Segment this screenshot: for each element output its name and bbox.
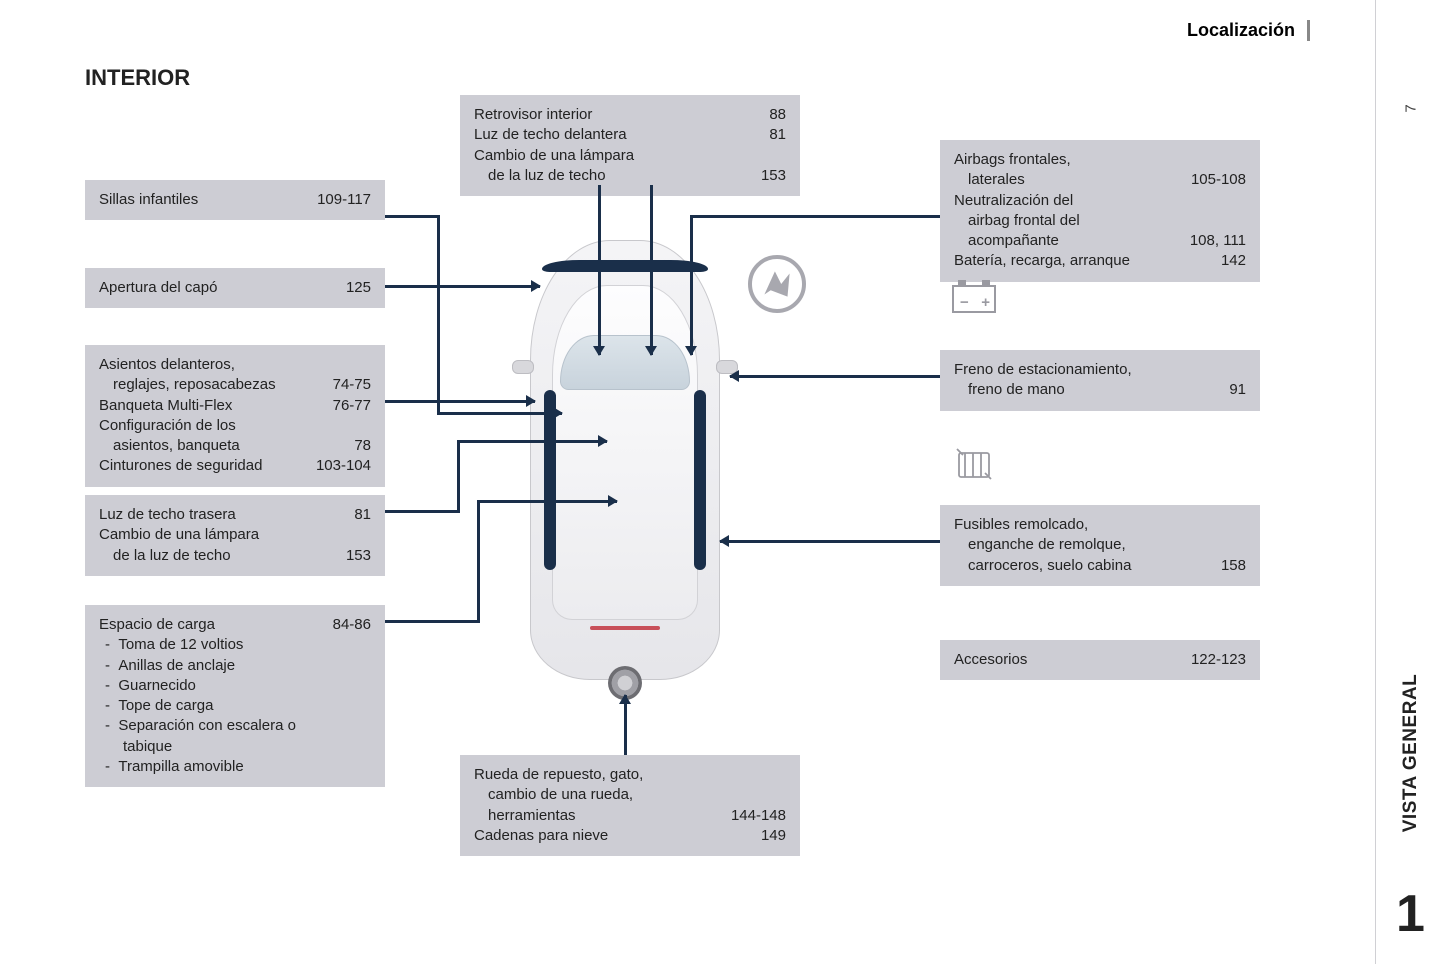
- callout-fuses: Fusibles remolcado, enganche de remolque…: [940, 505, 1260, 586]
- connector-line: [730, 375, 940, 378]
- callout-front-seats: Asientos delanteros, reglajes, reposacab…: [85, 345, 385, 487]
- callout-child-seats: Sillas infantiles 109-117: [85, 180, 385, 220]
- label: reglajes, reposacabezas: [99, 375, 313, 395]
- connector-line: [385, 510, 460, 513]
- label: Anillas de anclaje: [118, 657, 235, 674]
- label: cambio de una rueda,: [474, 785, 786, 805]
- section-header: Localización: [1187, 20, 1310, 41]
- page-ref: 103-104: [316, 456, 371, 476]
- page-ref: 78: [354, 436, 371, 456]
- connector-line: [624, 695, 627, 755]
- page-ref: 74-75: [333, 375, 371, 395]
- label: laterales: [954, 170, 1171, 190]
- page-ref: 109-117: [317, 190, 371, 210]
- label: Separación con escalera o: [118, 717, 296, 734]
- label: Cambio de una lámpara: [474, 146, 786, 166]
- chapter-tab: 7 VISTA GENERAL 1: [1375, 0, 1445, 964]
- label: freno de mano: [954, 380, 1209, 400]
- label: Configuración de los: [99, 416, 371, 436]
- label: Rueda de repuesto, gato,: [474, 765, 786, 785]
- page-ref: 149: [761, 826, 786, 846]
- callout-hood: Apertura del capó 125: [85, 268, 385, 308]
- label: Batería, recarga, arranque: [954, 251, 1201, 271]
- connector-line: [477, 500, 617, 503]
- label: Tope de carga: [118, 697, 213, 714]
- label: Apertura del capó: [99, 278, 326, 298]
- page-ref: 122-123: [1191, 650, 1246, 670]
- label: carroceros, suelo cabina: [954, 556, 1201, 576]
- page-ref: 105-108: [1191, 170, 1246, 190]
- label: Airbags frontales,: [954, 150, 1246, 170]
- connector-line: [690, 215, 940, 218]
- label: Cambio de una lámpara: [99, 525, 371, 545]
- page-number: 7: [1402, 104, 1419, 112]
- page-ref: 76-77: [333, 396, 371, 416]
- label: Sillas infantiles: [99, 190, 297, 210]
- battery-icon: −+: [952, 285, 996, 313]
- page-ref: 142: [1221, 251, 1246, 271]
- page-ref: 91: [1229, 380, 1246, 400]
- label: airbag frontal del: [954, 211, 1246, 231]
- label: herramientas: [474, 806, 711, 826]
- label: Freno de estacionamiento,: [954, 360, 1246, 380]
- label: Asientos delanteros,: [99, 355, 371, 375]
- label: acompañante: [954, 231, 1170, 251]
- page-ref: 81: [354, 505, 371, 525]
- connector-line: [437, 215, 440, 415]
- page-title: INTERIOR: [85, 65, 190, 91]
- label: Banqueta Multi-Flex: [99, 396, 313, 416]
- callout-accessories: Accesorios 122-123: [940, 640, 1260, 680]
- callout-cargo-space: Espacio de carga84-86 - Toma de 12 volti…: [85, 605, 385, 787]
- connector-line: [477, 500, 480, 623]
- connector-line: [385, 620, 480, 623]
- page-ref: 125: [346, 278, 371, 298]
- label: asientos, banqueta: [99, 436, 334, 456]
- label: Fusibles remolcado,: [954, 515, 1246, 535]
- label: Cadenas para nieve: [474, 826, 741, 846]
- manual-page: Localización INTERIOR Retrovisor interio…: [0, 0, 1350, 964]
- label: de la luz de techo: [474, 166, 741, 186]
- page-ref: 108, 111: [1190, 231, 1246, 251]
- page-ref: 153: [761, 166, 786, 186]
- connector-line: [650, 185, 653, 355]
- label: tabique: [123, 738, 172, 755]
- label: de la luz de techo: [99, 546, 326, 566]
- label: Espacio de carga: [99, 615, 313, 635]
- connector-line: [720, 540, 940, 543]
- callout-rear-ceiling-light: Luz de techo trasera 81 Cambio de una lám…: [85, 495, 385, 576]
- connector-line: [385, 400, 535, 403]
- page-ref: 84-86: [333, 615, 371, 635]
- connector-line: [457, 440, 607, 443]
- connector-line: [690, 215, 693, 355]
- label: Cinturones de seguridad: [99, 456, 296, 476]
- label: enganche de remolque,: [954, 535, 1246, 555]
- label: Accesorios: [954, 650, 1171, 670]
- label: Neutralización del: [954, 191, 1246, 211]
- chapter-label: VISTA GENERAL: [1400, 674, 1422, 833]
- connector-line: [385, 215, 440, 218]
- label: Guarnecido: [118, 677, 196, 694]
- callout-parking-brake: Freno de estacionamiento, freno de mano 9…: [940, 350, 1260, 411]
- label: Toma de 12 voltios: [118, 636, 243, 653]
- label: Luz de techo trasera: [99, 505, 334, 525]
- label: Trampilla amovible: [118, 758, 243, 775]
- callout-mirror-ceiling: Retrovisor interior 88 Luz de techo delan…: [460, 95, 800, 196]
- label: Luz de techo delantera: [474, 125, 749, 145]
- label: Retrovisor interior: [474, 105, 749, 125]
- chapter-number: 1: [1376, 884, 1445, 944]
- page-ref: 144-148: [731, 806, 786, 826]
- connector-line: [457, 440, 460, 513]
- page-ref: 158: [1221, 556, 1246, 576]
- callout-airbags: Airbags frontales, laterales 105-108 Neut…: [940, 140, 1260, 282]
- page-ref: 88: [769, 105, 786, 125]
- brand-logo-icon: [748, 255, 806, 313]
- callout-spare-wheel: Rueda de repuesto, gato, cambio de una r…: [460, 755, 800, 856]
- connector-line: [385, 285, 540, 288]
- connector-line: [598, 185, 601, 355]
- fusebox-icon: [953, 445, 995, 483]
- page-ref: 81: [769, 125, 786, 145]
- connector-line: [437, 412, 562, 415]
- page-ref: 153: [346, 546, 371, 566]
